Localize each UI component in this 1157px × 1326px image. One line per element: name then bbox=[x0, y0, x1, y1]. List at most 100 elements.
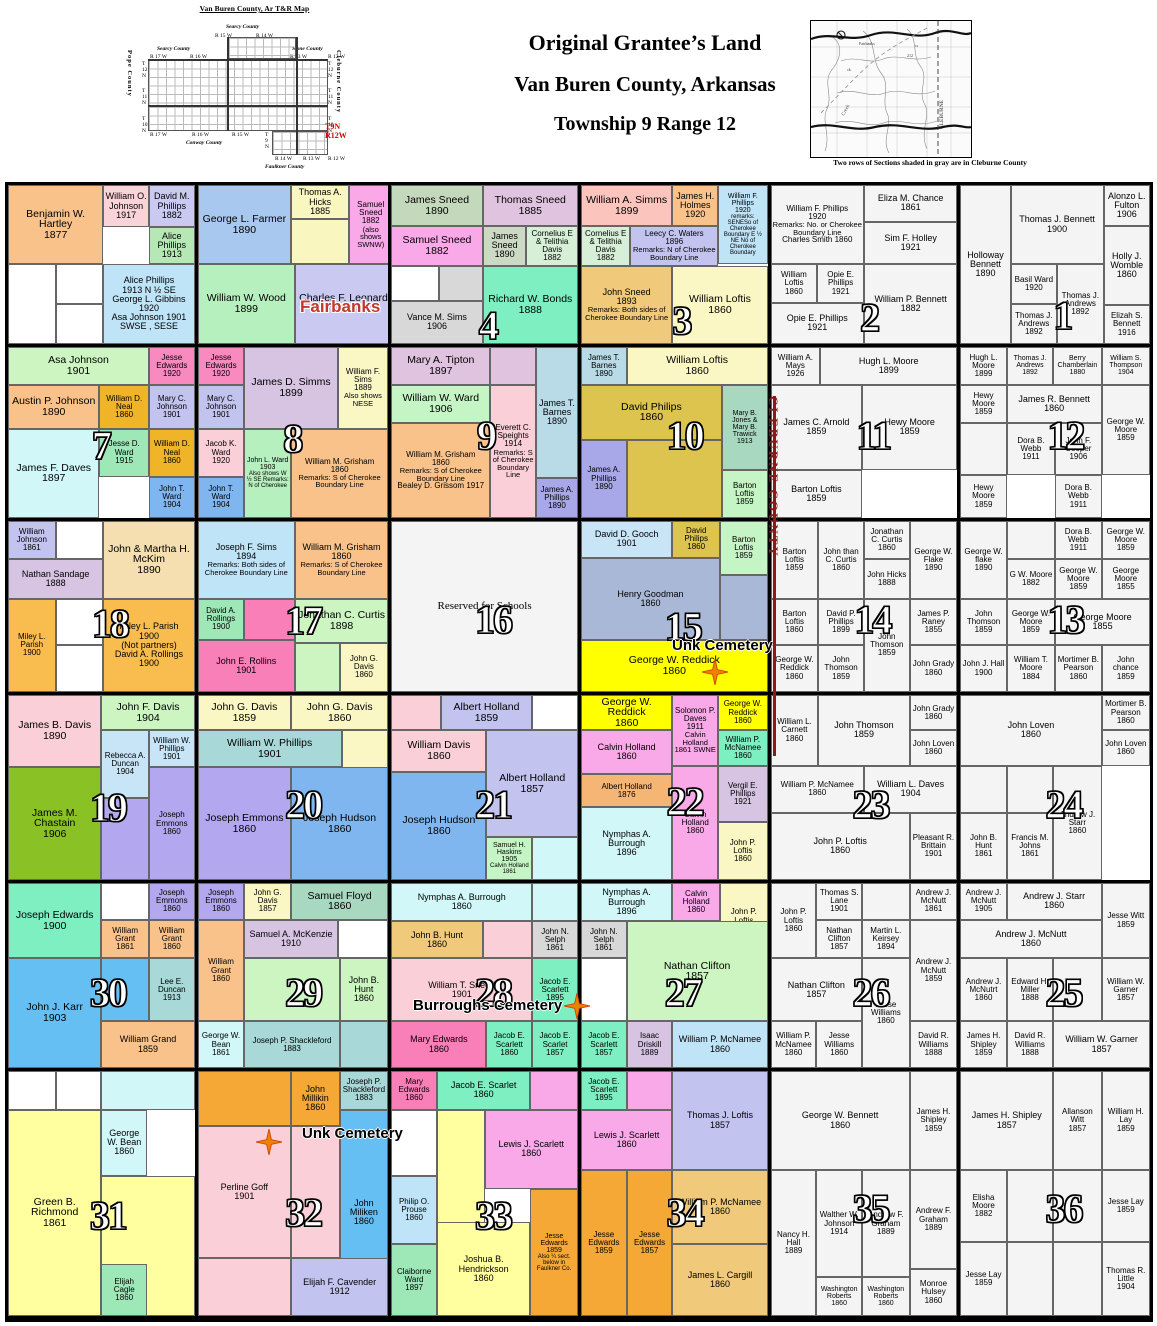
parcel[interactable]: James B. Davis 1890 bbox=[8, 694, 102, 768]
parcel[interactable] bbox=[391, 1109, 437, 1176]
parcel[interactable] bbox=[532, 882, 578, 922]
parcel[interactable]: John Hicks 1888 bbox=[863, 559, 910, 599]
section-6[interactable]: Benjamin W. Hartley 1877 William O. Johnso… bbox=[8, 185, 198, 347]
parcel[interactable]: Barton Loftis 1859 bbox=[721, 469, 768, 518]
parcel[interactable]: Berry Chamberlain 1880 bbox=[1053, 346, 1102, 385]
parcel[interactable]: Nancy H. Hall 1889 bbox=[770, 1170, 817, 1316]
parcel[interactable]: George Moore 1855 bbox=[1055, 598, 1150, 646]
parcel[interactable]: Cornelius E & Telithia Davis 1882 bbox=[526, 226, 578, 266]
parcel[interactable]: Lewis J. Scarlett 1860 bbox=[484, 1109, 578, 1190]
parcel[interactable] bbox=[244, 598, 295, 640]
section-32[interactable]: John Millikin 1860 Joseph P. Shackleford 18… bbox=[197, 1070, 392, 1319]
parcel[interactable]: William D. Neal 1860 bbox=[148, 428, 195, 477]
parcel[interactable] bbox=[1053, 1170, 1102, 1242]
parcel[interactable] bbox=[55, 264, 104, 304]
parcel[interactable]: James A. Phillips 1890 bbox=[580, 439, 627, 518]
parcel[interactable]: Alice Phillips 1913 N ½ SE George L. Gibbi… bbox=[103, 264, 195, 344]
parcel[interactable]: John Thomson 1859 bbox=[818, 645, 864, 692]
parcel[interactable]: Thomas J. Andrews 1892 bbox=[1010, 303, 1058, 344]
parcel[interactable]: William W. Garner 1857 bbox=[1101, 958, 1150, 1022]
parcel[interactable]: Hugh L. Moore 1899 bbox=[960, 346, 1007, 385]
parcel[interactable]: Samuel H. Haskins 1905 Calvin Holland 1861 bbox=[486, 837, 533, 880]
parcel[interactable]: William P. Bennett 1882 bbox=[863, 264, 958, 344]
parcel[interactable]: William T. Sneed 1901 bbox=[391, 958, 533, 1022]
parcel[interactable]: Dora B. Webb 1911 bbox=[1006, 423, 1056, 476]
parcel[interactable]: Vergil E. Phillips 1921 bbox=[718, 766, 768, 823]
parcel[interactable]: Andrew J. Starr 1860 bbox=[1006, 882, 1102, 920]
parcel[interactable]: James A. Phillips 1890 bbox=[536, 478, 578, 518]
parcel[interactable]: John T. Ward 1904 bbox=[148, 476, 195, 518]
parcel[interactable]: Jacob E. Scarlet 1860 bbox=[436, 1070, 531, 1110]
parcel[interactable]: John Thomson 1859 bbox=[863, 598, 910, 692]
parcel[interactable]: Joseph Edwards 1900 bbox=[8, 882, 102, 959]
parcel[interactable]: Lee E. Duncan 1913 bbox=[148, 958, 195, 1022]
parcel[interactable]: Samuel Sneed 1882 bbox=[391, 226, 483, 266]
parcel[interactable]: George W. Moore 1859 bbox=[1006, 598, 1056, 646]
parcel[interactable]: Isaac Driskill 1889 bbox=[626, 1021, 673, 1068]
parcel[interactable]: Opie E. Phillips 1921 bbox=[817, 264, 864, 303]
parcel[interactable]: William A. Simms 1899 bbox=[580, 185, 673, 227]
parcel[interactable]: Hugh L. Moore 1899 bbox=[820, 346, 958, 385]
parcel[interactable]: Jonathan C. Curtis 1898 bbox=[294, 598, 389, 643]
parcel[interactable]: Andrew J. McNutrt 1860 bbox=[960, 958, 1007, 1022]
section-5[interactable]: George L. Farmer 1890 Thomas A. Hicks 1885 S… bbox=[197, 185, 392, 347]
parcel[interactable]: John B. Hunt 1860 bbox=[391, 921, 483, 959]
parcel[interactable] bbox=[291, 219, 350, 265]
parcel[interactable]: John Loven 1860 bbox=[960, 694, 1102, 767]
parcel[interactable]: William P. McNamee 1860 bbox=[672, 1170, 768, 1245]
parcel[interactable]: Mary B. Jones & Mary B. Trawick 1913 bbox=[721, 384, 768, 470]
parcel[interactable] bbox=[55, 303, 104, 344]
section-14[interactable]: Barton Loftis 1859 John than C. Curtis 1860… bbox=[770, 520, 961, 695]
parcel[interactable]: Philip O. Prouse 1860 bbox=[391, 1175, 437, 1245]
parcel[interactable]: William F. Phillips 1920 Remarks: No. or C… bbox=[770, 185, 864, 265]
parcel[interactable]: Thomas S. Lane 1901 bbox=[816, 882, 863, 920]
section-19[interactable]: James B. Davis 1890 John F. Davis 1904 Rebec… bbox=[8, 694, 198, 883]
parcel[interactable]: Albert Holland 1876 bbox=[580, 774, 673, 808]
parcel[interactable]: Joseph F. Sims 1894 Remarks: Both sides of… bbox=[197, 520, 295, 599]
section-36[interactable]: James H. Shipley 1857 Allanson Witt 1857 Wil… bbox=[960, 1070, 1150, 1319]
parcel[interactable]: William W. Ward 1906 bbox=[391, 384, 491, 424]
parcel[interactable]: Elisha Moore 1882 bbox=[960, 1170, 1007, 1242]
parcel[interactable]: Andrew J. Starr 1860 bbox=[1053, 766, 1102, 880]
section-25[interactable]: Andrew J. McNutt 1905 Andrew J. Starr 1860 J… bbox=[960, 882, 1150, 1071]
parcel[interactable]: George W. Bean 1861 bbox=[197, 1021, 245, 1068]
parcel[interactable]: James C. Arnold 1859 bbox=[770, 384, 863, 470]
parcel[interactable] bbox=[530, 1070, 578, 1110]
parcel[interactable] bbox=[532, 694, 578, 731]
section-35[interactable]: George W. Bennett 1860 James H. Shipley 185… bbox=[770, 1070, 961, 1319]
parcel[interactable]: Jesse Edwards 1920 bbox=[148, 346, 195, 385]
parcel[interactable]: John N. Selph 1861 bbox=[580, 921, 627, 959]
parcel[interactable]: Claiborne Ward 1897 bbox=[391, 1244, 437, 1316]
parcel[interactable]: George W. Moore 1859 bbox=[1101, 520, 1150, 560]
parcel[interactable] bbox=[337, 919, 389, 959]
parcel[interactable]: Basil Ward 1920 bbox=[1010, 264, 1058, 304]
parcel[interactable]: John & Martha H. McKim 1890 bbox=[103, 520, 195, 599]
parcel[interactable]: David P. Phillips 1899 bbox=[818, 598, 864, 646]
parcel[interactable]: Thomas Sneed 1885 bbox=[482, 185, 578, 227]
parcel[interactable]: George W. flake 1890 bbox=[960, 520, 1007, 599]
parcel[interactable] bbox=[532, 837, 578, 880]
section-29[interactable]: Joseph Emmons 1860 John G. Davis 1857 Samuel… bbox=[197, 882, 392, 1071]
parcel[interactable] bbox=[101, 958, 149, 1022]
section-9[interactable]: Mary A. Tipton 1897 William W. Ward 1906 Eve… bbox=[391, 346, 581, 521]
parcel[interactable]: G W. Moore 1882 bbox=[1006, 559, 1056, 599]
parcel[interactable]: William W. Phillips 1901 bbox=[148, 730, 195, 768]
parcel[interactable]: Jacob E. Scarlett 1895 bbox=[580, 1070, 627, 1110]
parcel[interactable]: Nathan Clifton 1857 bbox=[816, 919, 863, 959]
section-27[interactable]: Nymphas A. Burrough 1896 Calvin Holland 186… bbox=[580, 882, 771, 1071]
parcel[interactable]: Thomas A. Hicks 1885 bbox=[291, 185, 350, 220]
parcel[interactable] bbox=[391, 694, 441, 731]
parcel[interactable]: Alonzo L. Fulton 1906 bbox=[1103, 185, 1150, 227]
parcel[interactable]: William Grant 1860 bbox=[197, 919, 245, 1022]
parcel[interactable]: Jesse Edwards 1859 Also ¼ sect. below in F… bbox=[530, 1189, 578, 1316]
parcel[interactable]: Mary C. Johnson 1901 bbox=[197, 384, 245, 429]
parcel[interactable] bbox=[294, 642, 340, 692]
parcel[interactable] bbox=[101, 1070, 195, 1110]
parcel[interactable]: James R. Bennett 1860 bbox=[1006, 384, 1102, 424]
parcel[interactable]: Andrew J. McNutt 1860 bbox=[960, 919, 1102, 959]
parcel[interactable]: James H. Shipley 1859 bbox=[960, 1021, 1007, 1068]
parcel[interactable]: Rebecca A. Duncan 1904 bbox=[101, 730, 149, 798]
parcel[interactable] bbox=[55, 1070, 102, 1110]
parcel[interactable] bbox=[580, 958, 627, 1022]
parcel[interactable] bbox=[55, 520, 104, 560]
